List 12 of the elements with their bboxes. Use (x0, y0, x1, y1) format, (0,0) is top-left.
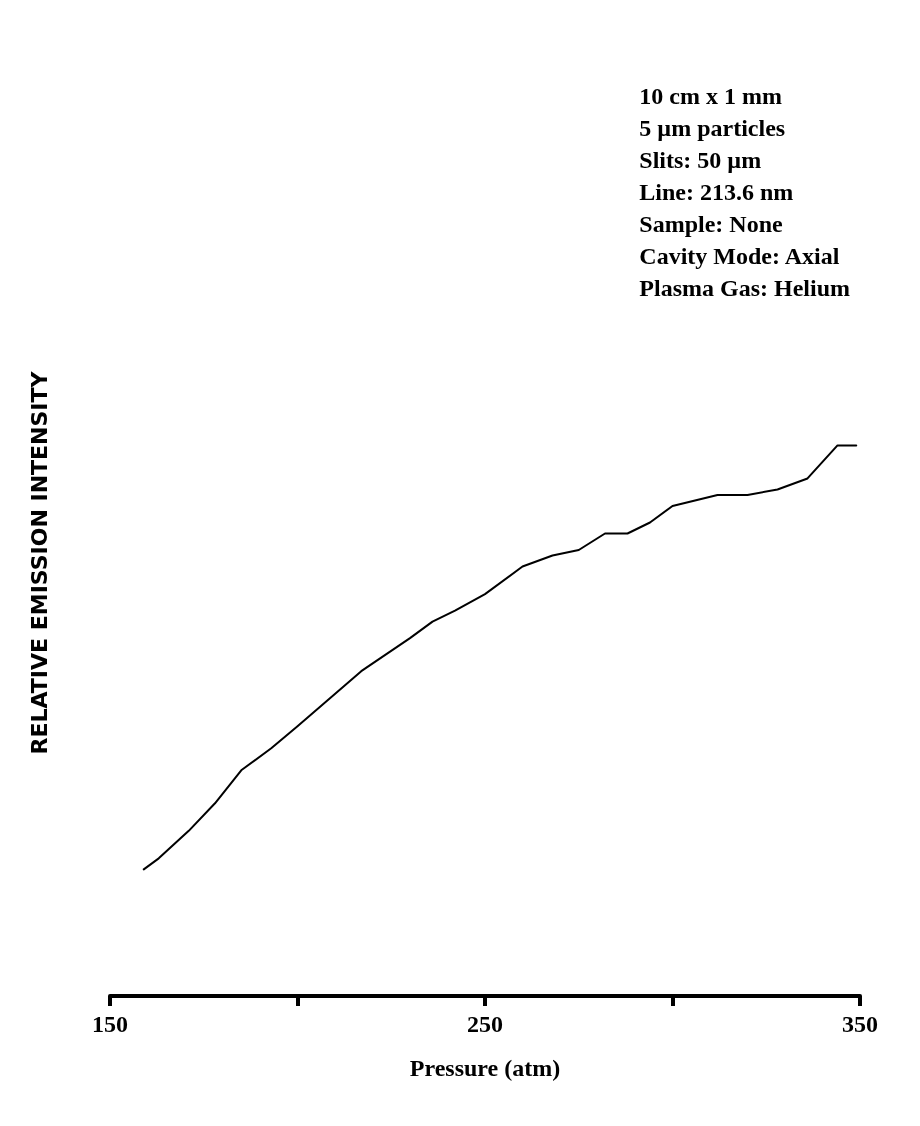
x-axis-title: Pressure (atm) (409, 1055, 561, 1081)
text: 10 cm x 1 mm (639, 83, 782, 109)
text: Plasma Gas: Helium (639, 275, 851, 301)
x-tick-label: 250 (467, 1011, 503, 1037)
text: Slits: 50 µm (639, 147, 762, 173)
text: Sample: None (639, 211, 784, 237)
x-tick-label: 150 (92, 1011, 128, 1037)
y-axis-title: RELATIVE EMISSION INTENSITY (26, 370, 52, 755)
text: Cavity Mode: Axial (639, 243, 840, 269)
text: Line: 213.6 nm (639, 179, 794, 205)
x-tick-label: 350 (842, 1011, 878, 1037)
text: 5 µm particles (639, 115, 786, 141)
